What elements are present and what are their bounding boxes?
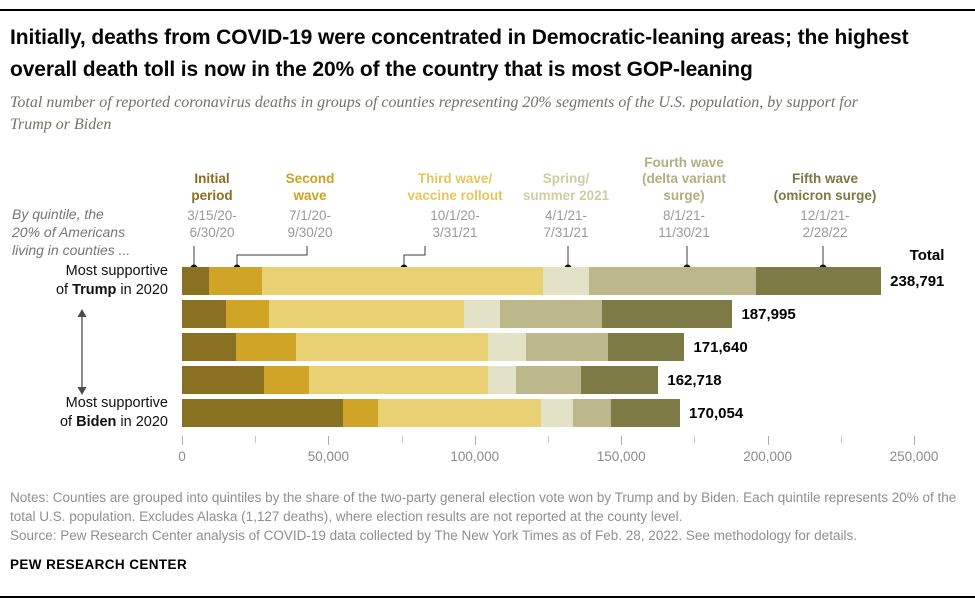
x-axis-tick-label: 250,000	[889, 449, 939, 464]
bar-total-value: 162,718	[667, 371, 722, 389]
x-axis-minor-tick	[548, 436, 549, 443]
notes-block: Notes: Counties are grouped into quintil…	[10, 489, 968, 546]
bar-row-quintile-1: 238,791	[182, 267, 944, 295]
bar-segment-wave-3	[309, 366, 488, 394]
bar-total-value: 187,995	[741, 305, 796, 323]
x-axis-tick-label: 50,000	[307, 449, 350, 464]
bar-segment-wave-4	[541, 399, 573, 427]
bar-segment-wave-6	[607, 333, 685, 361]
x-axis-major-tick	[767, 436, 769, 445]
bar-segment-wave-6	[755, 267, 882, 295]
stacked-bar-chart: By quintile, the 20% of Americans living i…	[0, 150, 975, 480]
bar-segment-wave-6	[602, 300, 733, 328]
bottom-rule	[0, 596, 975, 598]
x-axis-minor-tick	[694, 436, 696, 443]
bar-segment-wave-2	[235, 333, 297, 361]
bar-segment-wave-2	[226, 300, 269, 328]
leader-line	[403, 246, 426, 265]
bar-total-value: 171,640	[693, 338, 748, 356]
bar-segment-wave-6	[581, 366, 659, 394]
legend-wave-3: Third wave/vaccine rollout 10/1/20- 3/31/2…	[380, 171, 530, 242]
bar-segment-wave-4	[487, 333, 527, 361]
row-label-quintile-1: Most supportive of Trump in 2020	[55, 263, 168, 298]
x-axis-tick-label: 200,000	[743, 449, 792, 464]
quintile-annotation: By quintile, the 20% of Americans living i…	[12, 206, 174, 260]
total-column-header: Total	[909, 247, 945, 264]
legend-wave-name: Second wave	[285, 171, 335, 203]
bar-row-quintile-4: 162,718	[182, 366, 722, 394]
bar-segment-wave-1	[182, 399, 343, 427]
bar-segment-wave-2	[263, 366, 310, 394]
bar-segment-wave-5	[499, 300, 603, 328]
bar-total-value: 170,054	[688, 404, 744, 422]
bar-segment-wave-4	[542, 267, 589, 295]
bar-segment-wave-1	[182, 366, 264, 394]
x-axis-major-tick	[182, 436, 183, 445]
legend-wave-name: Fifth wave (omicron surge)	[773, 171, 877, 203]
x-axis-major-tick	[621, 436, 623, 445]
bar-segment-wave-1	[182, 267, 209, 295]
quintile-annotation-line: living in counties ...	[12, 241, 131, 258]
bar-segment-wave-4	[464, 300, 500, 328]
bar-row-quintile-3: 171,640	[182, 333, 748, 361]
legend-wave-dates: 4/1/21- 7/31/21	[543, 208, 589, 241]
bar-segment-wave-1	[182, 333, 236, 361]
page-title: Initially, deaths from COVID-19 were con…	[10, 26, 909, 81]
bar-segment-wave-3	[268, 300, 465, 328]
leader-line	[236, 246, 308, 265]
x-axis-minor-tick	[840, 436, 842, 443]
bar-segment-wave-3	[296, 333, 488, 361]
notes-text: Notes: Counties are grouped into quintil…	[10, 490, 957, 524]
bar-segment-wave-5	[588, 267, 756, 295]
x-axis-major-tick	[474, 436, 476, 445]
x-axis-minor-tick	[255, 436, 257, 443]
source-text: Source: Pew Research Center analysis of …	[10, 527, 857, 543]
bar-total-value: 238,791	[890, 272, 945, 290]
legend-wave-dates: 12/1/21- 2/28/22	[800, 208, 850, 241]
bar-segment-wave-5	[572, 399, 612, 427]
legend-wave-name: Fourth wave (delta variant surge)	[641, 154, 727, 203]
x-axis-tick-label: 150,000	[596, 449, 646, 464]
x-axis-minor-tick	[401, 436, 403, 443]
quintile-annotation-line: By quintile, the	[12, 206, 104, 222]
legend-wave-name: Spring/summer 2021	[522, 171, 610, 203]
legend-wave-5: Fourth wave (delta variant surge) 8/1/21- 11…	[614, 155, 754, 242]
x-axis-major-tick	[914, 436, 915, 445]
legend-wave-name: Third wave/vaccine rollout	[407, 171, 503, 203]
legend-wave-dates: 8/1/21- 11/30/21	[658, 208, 710, 241]
bar-segment-wave-5	[516, 366, 582, 394]
x-axis-tick-label: 100,000	[450, 449, 500, 464]
quintile-annotation-line: 20% of Americans	[12, 223, 126, 240]
bar-segment-wave-3	[377, 399, 542, 427]
bar-segment-wave-2	[342, 399, 378, 427]
x-axis-tick-label: 0	[178, 449, 186, 464]
bar-segment-wave-4	[487, 366, 517, 394]
bar-segment-wave-3	[261, 267, 543, 295]
x-axis-major-tick	[328, 436, 330, 445]
bar-segment-wave-1	[182, 300, 227, 328]
legend-wave-6: Fifth wave (omicron surge) 12/1/21- 2/28/22	[740, 171, 910, 242]
brand-footer: PEW RESEARCH CENTER	[10, 557, 188, 572]
legend-wave-1: Initial period 3/15/20- 6/30/20	[162, 171, 262, 242]
top-rule	[0, 9, 975, 11]
legend-wave-dates: 3/15/20- 6/30/20	[187, 208, 237, 241]
bar-segment-wave-2	[208, 267, 262, 295]
bar-row-quintile-2: 187,995	[182, 300, 796, 328]
chart-subtitle: Total number of reported coronavirus dea…	[10, 94, 858, 134]
legend-wave-dates: 7/1/20- 9/30/20	[287, 208, 333, 241]
quintile-range-arrow	[77, 309, 87, 395]
bar-segment-wave-5	[526, 333, 608, 361]
legend-wave-2: Second wave 7/1/20- 9/30/20	[260, 171, 360, 242]
row-label-quintile-5: Most supportive of Biden in 2020	[59, 395, 168, 430]
legend-wave-4: Spring/summer 2021 4/1/21- 7/31/21	[501, 171, 631, 242]
legend-wave-name: Initial period	[191, 171, 233, 203]
bar-row-quintile-5: 170,054	[182, 399, 743, 427]
bar-segment-wave-6	[611, 399, 680, 427]
legend-wave-dates: 10/1/20- 3/31/21	[430, 208, 480, 241]
